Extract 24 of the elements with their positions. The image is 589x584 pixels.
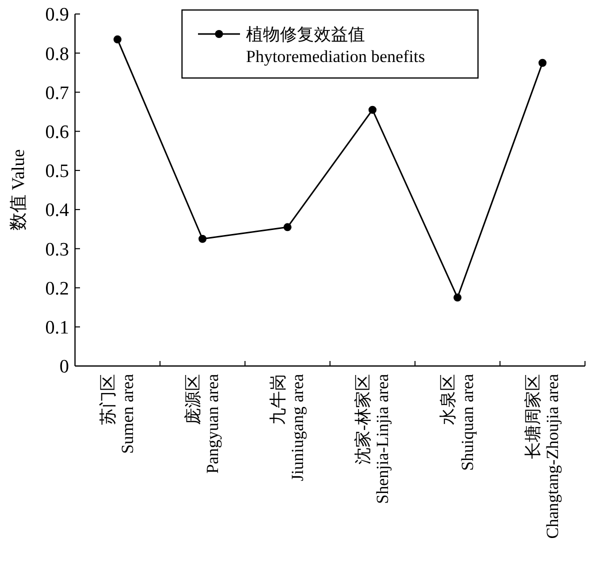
x-tick-label: 苏门区 Sumen area: [98, 374, 137, 454]
y-tick-label: 0: [60, 356, 69, 378]
y-tick-label: 0.7: [45, 82, 69, 104]
y-tick-label: 0.3: [45, 239, 69, 260]
point: [368, 106, 376, 114]
y-tick-label: 0.6: [45, 122, 69, 143]
x-tick-label: 沈家-林家区 Shenjia-Linjia area: [353, 374, 392, 504]
x-tick-label: 水泉区 Shuiquan area: [438, 374, 477, 471]
y-tick-label: 0.2: [45, 278, 69, 300]
point: [284, 223, 292, 232]
point: [114, 35, 122, 44]
y-tick-label: 0.5: [45, 161, 69, 182]
y-tick-label: 0.8: [45, 44, 69, 65]
point: [198, 234, 206, 243]
legend-label: 植物修复效益值 Phytoremediation benefits: [246, 24, 425, 66]
x-tick-label: 九牛岗 Jiuniugang area: [268, 374, 307, 482]
y-tick-label: 0.9: [45, 4, 69, 26]
x-tick-label: 长塘周家区 Changtang-Zhoujia area: [523, 374, 562, 539]
point: [454, 294, 462, 302]
point: [538, 58, 546, 67]
y-axis-title: 数值 Value: [8, 149, 28, 231]
x-tick-label: 庞源区 Pangyuan area: [183, 374, 222, 474]
y-tick-label: 0.1: [45, 318, 69, 339]
y-tick-label: 0.4: [45, 200, 70, 222]
